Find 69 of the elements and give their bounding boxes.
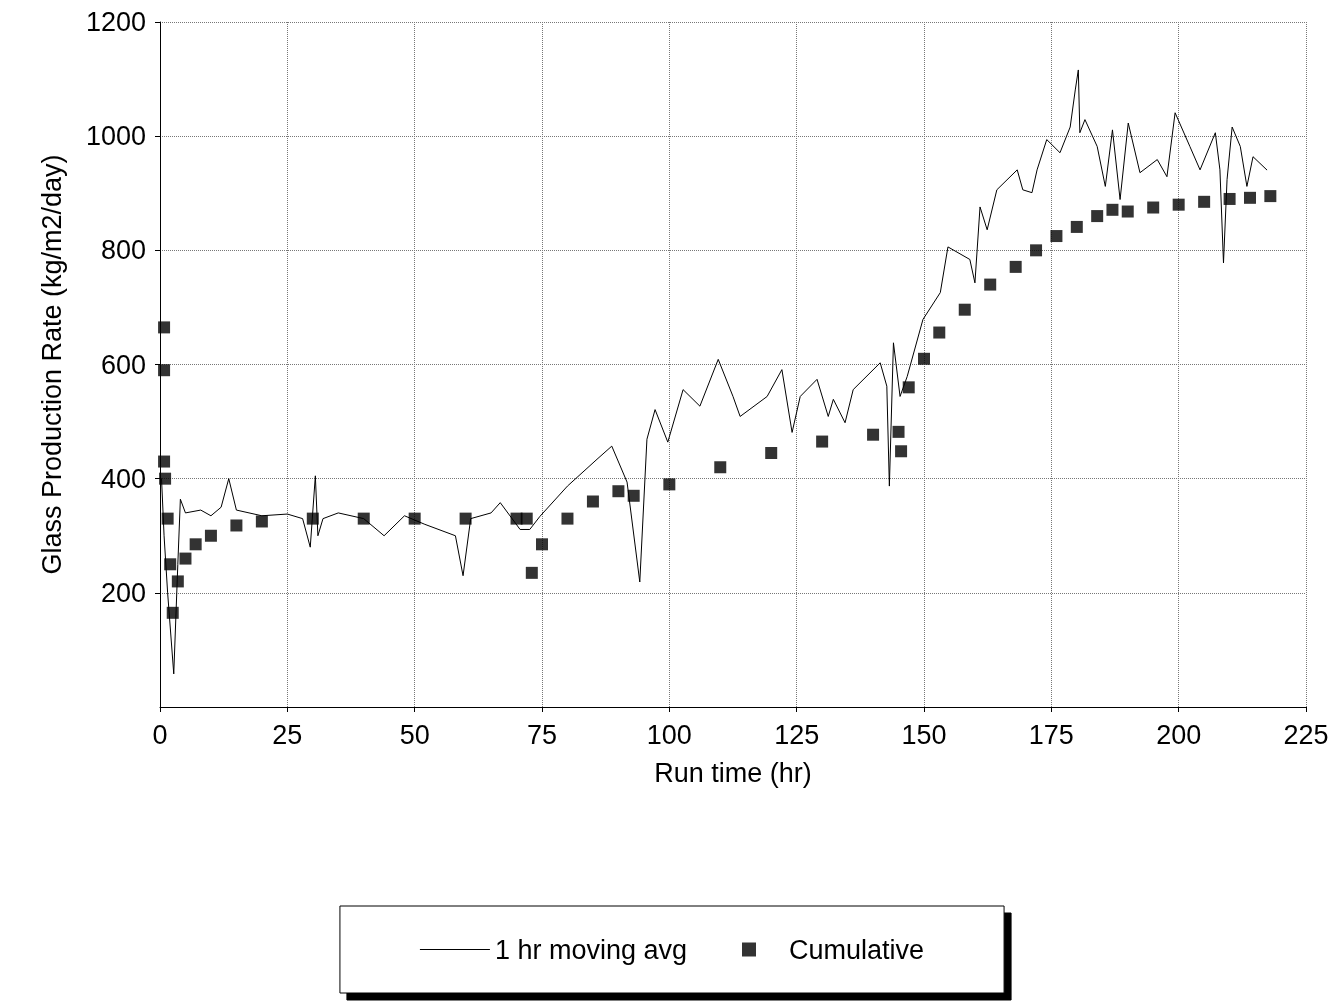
point xyxy=(164,558,177,571)
point xyxy=(189,538,202,551)
x-tick-label: 225 xyxy=(1283,719,1329,750)
point xyxy=(1264,190,1277,203)
point xyxy=(1106,203,1119,216)
point xyxy=(166,606,179,619)
point xyxy=(765,446,778,459)
y-tick-label: 200 xyxy=(100,577,146,608)
x-tick-label: 200 xyxy=(1156,719,1202,750)
x-tick-label: 75 xyxy=(526,719,558,750)
point xyxy=(902,381,915,394)
point xyxy=(306,512,319,525)
x-tick-label: 0 xyxy=(152,719,168,750)
point xyxy=(536,538,548,551)
y-axis-title: Glass Production Rate (kg/m2/day) xyxy=(36,154,67,575)
point xyxy=(663,478,676,491)
point xyxy=(161,512,174,525)
point xyxy=(561,512,574,525)
point xyxy=(525,566,538,579)
x-tick-label: 125 xyxy=(774,719,820,750)
point xyxy=(1091,210,1104,223)
x-tick-label: 25 xyxy=(272,719,303,750)
point xyxy=(918,352,930,365)
legend-label: Cumulative xyxy=(789,934,925,965)
point xyxy=(1147,201,1160,214)
point xyxy=(586,495,599,508)
y-tick-label: 600 xyxy=(100,349,146,380)
point xyxy=(958,303,971,316)
point xyxy=(1243,191,1256,204)
point xyxy=(714,461,727,474)
point xyxy=(895,445,908,458)
point xyxy=(892,425,905,438)
point xyxy=(933,326,946,339)
point xyxy=(1030,244,1043,257)
x-tick-label: 50 xyxy=(399,719,430,750)
point xyxy=(408,512,421,525)
point xyxy=(1070,220,1083,233)
point xyxy=(179,552,192,565)
point xyxy=(357,512,370,525)
legend-label: 1 hr moving avg xyxy=(494,934,688,965)
point xyxy=(520,512,533,525)
point xyxy=(1009,260,1022,273)
x-tick-label: 175 xyxy=(1028,719,1074,750)
point xyxy=(816,435,829,448)
point xyxy=(612,485,625,498)
point xyxy=(158,321,171,334)
point xyxy=(158,455,171,468)
y-tick-label: 1200 xyxy=(85,7,146,37)
point xyxy=(867,428,880,441)
point xyxy=(627,489,640,502)
point xyxy=(459,512,472,525)
point xyxy=(1172,198,1185,211)
point xyxy=(158,364,171,377)
point xyxy=(255,515,268,528)
y-tick-label: 1000 xyxy=(85,121,146,152)
point xyxy=(1198,195,1211,208)
point xyxy=(171,575,184,588)
point xyxy=(1121,205,1134,218)
x-axis-title: Run time (hr) xyxy=(654,757,812,788)
x-tick-label: 150 xyxy=(901,719,947,750)
point xyxy=(1223,192,1236,205)
y-tick-label: 400 xyxy=(100,463,146,494)
point xyxy=(230,519,243,532)
point xyxy=(1050,230,1063,243)
x-tick-label: 100 xyxy=(646,719,692,750)
point xyxy=(204,529,217,542)
y-tick-label: 800 xyxy=(100,235,146,266)
point xyxy=(984,278,997,291)
point xyxy=(159,472,172,485)
